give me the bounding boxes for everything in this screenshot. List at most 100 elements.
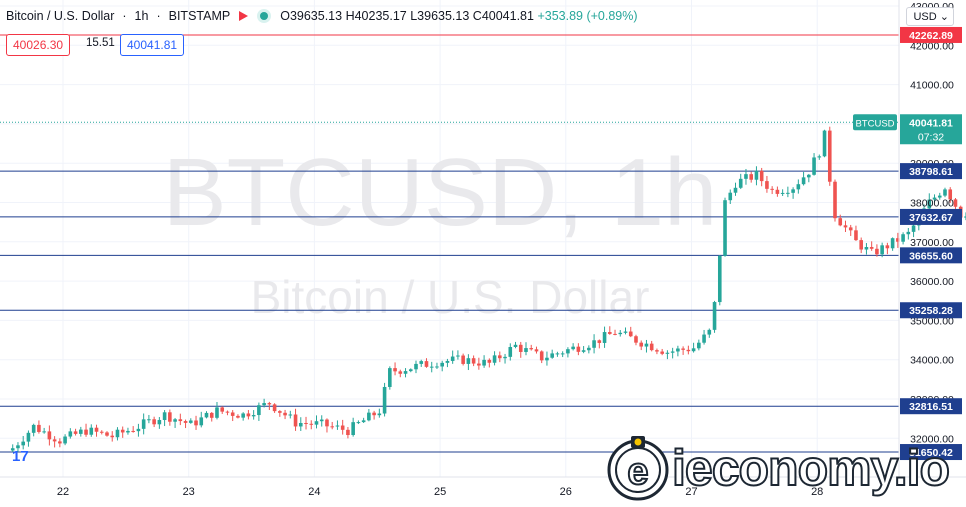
level-tag-bg [900, 398, 962, 415]
candle-body [503, 356, 507, 359]
candle-body [31, 424, 36, 433]
currency-selector[interactable]: USD ⌄ [906, 7, 954, 26]
candlestick-series [10, 126, 966, 452]
candle-body [890, 238, 895, 249]
candle-body [492, 355, 497, 363]
candle-body [744, 174, 748, 179]
candle-body [377, 413, 382, 416]
sell-button[interactable]: 40026.30 [6, 34, 71, 56]
candle-body [885, 245, 890, 249]
candle-body [267, 403, 272, 405]
candle-body [529, 348, 534, 350]
candle-body [440, 362, 444, 367]
candle-body [120, 429, 125, 433]
ohlc-values: O39635.13 H40235.17 L39635.13 C40041.81 … [280, 9, 637, 23]
candle-body [58, 441, 62, 444]
candle-body [880, 245, 884, 255]
candle-body [817, 156, 822, 158]
time-axis[interactable]: 22 23 24 25 26 27 28 [57, 486, 823, 498]
watermark-symbol-text: BTCUSD, 1h [163, 139, 718, 246]
candle-body [649, 343, 654, 351]
candle-body [251, 415, 256, 417]
candle-body [298, 422, 303, 427]
candle-body [325, 419, 329, 427]
level-tag-bg [900, 163, 962, 180]
candle-body [765, 181, 769, 189]
level-tag: 32816.51 [909, 401, 953, 413]
time-tick-label: 25 [434, 486, 446, 498]
candle-body [110, 435, 115, 438]
candle-body [943, 189, 947, 196]
candle-body [105, 432, 109, 436]
candle-body [477, 363, 481, 366]
candle-body [361, 420, 366, 423]
candle-body [660, 351, 664, 354]
candle-body [728, 192, 733, 201]
price-tick-label: 36000.00 [910, 276, 954, 288]
brand-name: ieconomy.io [671, 439, 951, 497]
candle-body [94, 427, 99, 432]
candle-body [487, 359, 492, 363]
candle-body [518, 344, 523, 352]
candle-body [670, 351, 675, 353]
candle-body [587, 347, 591, 351]
candle-body [843, 225, 848, 228]
level-tag: 35258.28 [909, 305, 953, 317]
interval-label[interactable]: 1h [134, 9, 149, 23]
candle-body [445, 360, 450, 363]
candle-body [461, 355, 465, 364]
level-tag-bg [900, 302, 962, 319]
candle-body [188, 420, 193, 423]
candle-body [351, 422, 355, 436]
price-tick-label: 35000.00 [910, 315, 954, 327]
svg-text:e: e [627, 451, 648, 493]
candle-body [822, 130, 827, 157]
symbol-tag-bg [853, 114, 897, 131]
last-price-tag: 40041.81 [909, 117, 953, 129]
candle-body [293, 414, 298, 427]
candle-body [534, 349, 539, 352]
open-value: O39635.13 [280, 9, 343, 23]
candle-body [655, 350, 659, 352]
candle-body [864, 247, 869, 250]
candle-body [288, 414, 293, 416]
candle-body [759, 170, 764, 182]
candle-body [691, 348, 696, 352]
price-tick-label: 41000.00 [910, 80, 954, 92]
time-tick-label: 27 [685, 486, 697, 498]
candle-body [676, 348, 680, 352]
candle-body [597, 340, 602, 343]
candle-body [403, 371, 408, 374]
candle-body [524, 348, 528, 352]
candle-body [801, 177, 806, 185]
tradingview-logo-icon[interactable]: 17 [12, 448, 29, 465]
time-tick-label: 28 [811, 486, 823, 498]
level-tag-bg [900, 247, 962, 264]
candle-body [435, 366, 439, 368]
low-value: L39635.13 [410, 9, 470, 23]
candle-body [419, 361, 424, 364]
candle-body [927, 199, 932, 209]
candle-body [456, 355, 460, 357]
time-tick-label: 26 [560, 486, 572, 498]
candle-body [754, 170, 759, 180]
candle-body [262, 403, 266, 406]
candle-body [796, 184, 801, 190]
symbol-name[interactable]: Bitcoin / U.S. Dollar [6, 9, 115, 23]
buy-button[interactable]: 40041.81 [120, 34, 185, 56]
candle-body [838, 218, 843, 226]
exchange-label[interactable]: BITSTAMP [168, 9, 231, 23]
candle-body [539, 351, 544, 361]
order-level-tag: 42262.89 [909, 30, 953, 42]
candle-body [628, 331, 633, 337]
support-resistance-levels[interactable] [0, 34, 899, 453]
flag-icon[interactable] [238, 11, 249, 21]
candle-body [906, 231, 911, 235]
candle-body [786, 192, 790, 194]
time-tick-label: 23 [183, 486, 195, 498]
candle-body [812, 157, 816, 175]
candle-body [272, 404, 277, 412]
candle-body [749, 174, 754, 180]
